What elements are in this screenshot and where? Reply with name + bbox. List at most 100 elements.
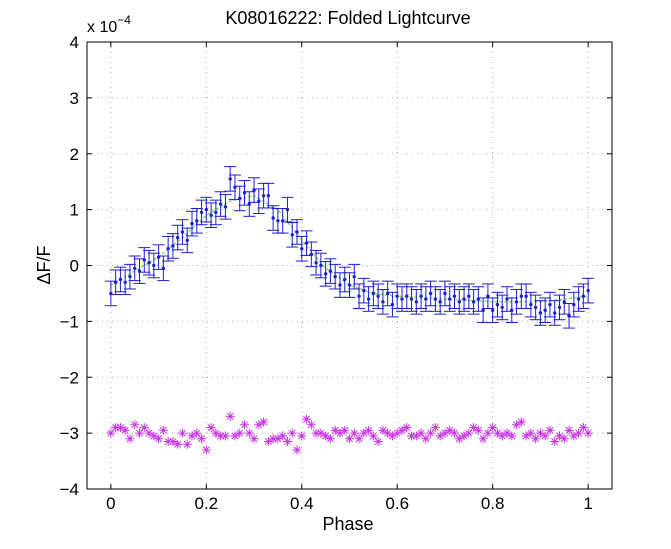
data-marker bbox=[433, 297, 438, 301]
residual-point bbox=[397, 425, 407, 435]
data-point bbox=[109, 269, 122, 296]
data-marker bbox=[414, 300, 419, 304]
data-point bbox=[209, 199, 222, 226]
residual-stroke bbox=[288, 429, 296, 437]
residual-stroke bbox=[575, 429, 583, 437]
data-marker bbox=[175, 235, 180, 240]
data-marker bbox=[467, 294, 471, 298]
data-point bbox=[543, 291, 556, 318]
data-point bbox=[520, 283, 533, 310]
residual-stroke bbox=[260, 418, 268, 426]
x-axis-label: Phase bbox=[322, 514, 373, 534]
data-marker bbox=[495, 302, 500, 307]
data-marker bbox=[352, 274, 356, 279]
data-point bbox=[166, 233, 179, 259]
residual-point bbox=[197, 434, 207, 444]
data-marker bbox=[457, 300, 461, 304]
data-point bbox=[252, 188, 265, 215]
residual-point bbox=[440, 428, 450, 438]
residual-point bbox=[526, 428, 536, 438]
residual-stroke bbox=[240, 421, 249, 429]
residual-stroke bbox=[427, 429, 435, 437]
data-marker bbox=[452, 294, 457, 298]
data-point bbox=[376, 289, 389, 315]
residual-stroke bbox=[226, 412, 234, 420]
residual-stroke bbox=[159, 426, 167, 434]
data-marker bbox=[314, 261, 318, 265]
residual-point bbox=[569, 431, 579, 441]
residual-stroke bbox=[193, 429, 201, 437]
residual-point bbox=[545, 425, 555, 435]
residual-stroke bbox=[412, 432, 420, 440]
data-marker bbox=[247, 202, 251, 206]
data-marker bbox=[347, 283, 352, 287]
x-tick-label: 0.6 bbox=[385, 494, 409, 513]
y-tick-label: −4 bbox=[60, 480, 79, 499]
x-tick-label: 0.2 bbox=[194, 494, 218, 513]
residual-stroke bbox=[135, 429, 144, 437]
data-marker bbox=[448, 297, 452, 301]
residual-stroke bbox=[431, 424, 439, 432]
data-marker bbox=[161, 266, 166, 270]
data-point bbox=[438, 280, 451, 307]
data-point bbox=[400, 283, 413, 310]
x-tick-label: 0 bbox=[106, 494, 115, 513]
data-point bbox=[577, 283, 590, 310]
data-point bbox=[410, 289, 423, 315]
residual-point bbox=[411, 431, 421, 441]
y-tick-label: 4 bbox=[70, 33, 79, 52]
data-marker bbox=[195, 219, 199, 223]
residual-point bbox=[535, 428, 545, 438]
residual-point bbox=[464, 428, 474, 438]
data-marker bbox=[586, 288, 590, 293]
data-marker bbox=[133, 266, 137, 270]
data-point bbox=[567, 291, 580, 318]
data-point bbox=[195, 199, 208, 226]
data-point bbox=[200, 196, 213, 223]
residual-stroke bbox=[417, 429, 425, 437]
data-marker bbox=[142, 258, 146, 262]
data-point bbox=[582, 277, 595, 304]
data-point bbox=[119, 269, 132, 296]
data-point bbox=[453, 289, 466, 315]
data-marker bbox=[576, 297, 581, 301]
residual-stroke bbox=[188, 432, 196, 440]
residual-point bbox=[354, 434, 364, 444]
residual-point bbox=[325, 434, 335, 444]
data-marker bbox=[166, 247, 170, 251]
data-marker bbox=[366, 297, 371, 301]
residual-stroke bbox=[489, 424, 497, 432]
residual-point bbox=[583, 428, 593, 438]
data-marker bbox=[171, 244, 175, 248]
residual-stroke bbox=[546, 426, 554, 434]
data-marker bbox=[471, 300, 476, 304]
data-point bbox=[372, 283, 385, 310]
residual-stroke bbox=[393, 429, 401, 437]
residual-point bbox=[416, 428, 426, 438]
data-point bbox=[162, 235, 175, 262]
residual-point bbox=[306, 420, 316, 430]
residual-stroke bbox=[388, 432, 396, 440]
data-point bbox=[128, 255, 141, 282]
data-marker bbox=[266, 193, 271, 198]
y-tick-label: −1 bbox=[60, 312, 79, 331]
data-marker bbox=[180, 230, 185, 234]
residual-point bbox=[249, 434, 259, 444]
residual-stroke bbox=[374, 437, 382, 446]
data-marker bbox=[524, 294, 528, 298]
data-point bbox=[572, 286, 585, 312]
data-point bbox=[386, 291, 399, 318]
data-point bbox=[319, 261, 332, 287]
residual-point bbox=[392, 428, 402, 438]
residual-stroke bbox=[264, 437, 272, 446]
residual-point bbox=[507, 431, 517, 441]
y-axis-multiplier: x 10−4 bbox=[87, 13, 131, 36]
residual-stroke bbox=[441, 429, 449, 437]
residual-point bbox=[130, 420, 140, 430]
data-marker bbox=[371, 291, 376, 296]
residual-point bbox=[368, 431, 378, 441]
residual-point bbox=[488, 423, 498, 433]
data-marker bbox=[218, 202, 223, 206]
residual-stroke bbox=[331, 426, 339, 434]
data-point bbox=[143, 249, 156, 276]
